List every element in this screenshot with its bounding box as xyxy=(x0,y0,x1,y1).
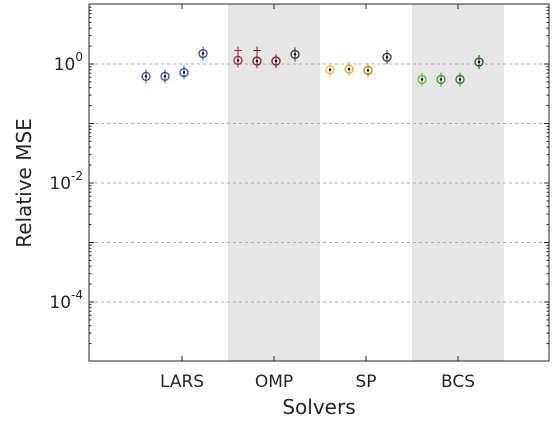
y-tick-label: 10-2 xyxy=(49,169,83,194)
box-marker xyxy=(179,67,189,78)
y-tick-marks xyxy=(89,6,549,345)
box-marker xyxy=(198,48,208,59)
x-tick-marks xyxy=(181,4,459,361)
y-tick-label: 10-4 xyxy=(49,288,83,313)
median-dot xyxy=(201,52,205,55)
y-tick-labels: 100 10-2 10-4 xyxy=(49,50,83,313)
x-tick-label-sp: SP xyxy=(355,372,376,392)
x-tick-label-bcs: BCS xyxy=(441,372,475,392)
median-dot xyxy=(477,60,481,64)
median-dot xyxy=(439,78,443,81)
median-dot xyxy=(293,53,297,56)
box-marker xyxy=(382,52,392,62)
box-marker xyxy=(252,56,262,66)
median-dot xyxy=(255,59,259,63)
box-marker xyxy=(455,74,465,85)
box-marker xyxy=(363,65,373,76)
x-tick-label-lars: LARS xyxy=(160,372,204,392)
median-dot xyxy=(182,71,186,74)
shaded-band-omp xyxy=(228,4,320,361)
box-marker xyxy=(417,74,427,85)
outlier-marker: + xyxy=(233,43,243,57)
median-dot xyxy=(163,75,167,78)
y-axis-title: Relative MSE xyxy=(12,118,36,248)
median-dot xyxy=(458,78,462,81)
median-dot xyxy=(144,75,148,78)
outlier-marker: + xyxy=(252,43,262,57)
median-dot xyxy=(366,69,370,72)
median-dot xyxy=(347,67,351,71)
x-tick-label-omp: OMP xyxy=(255,372,293,392)
y-tick-label: 100 xyxy=(54,50,83,75)
median-dot xyxy=(236,59,240,62)
median-dot xyxy=(328,68,332,71)
x-tick-labels: LARS OMP SP BCS xyxy=(160,372,475,392)
grid-lines xyxy=(89,63,549,303)
box-marker xyxy=(290,49,300,60)
box-marker xyxy=(233,55,243,66)
box-marker xyxy=(141,71,151,82)
median-dot xyxy=(385,56,389,59)
box-marker xyxy=(344,64,354,74)
box-marker xyxy=(474,57,484,67)
box-markers: + + xyxy=(141,43,484,87)
x-axis-title: Solvers xyxy=(282,395,355,419)
box-marker xyxy=(271,56,281,66)
median-dot xyxy=(274,59,278,63)
box-marker xyxy=(160,71,170,82)
box-marker xyxy=(436,74,446,85)
median-dot xyxy=(420,78,424,81)
box-marker xyxy=(325,65,335,75)
